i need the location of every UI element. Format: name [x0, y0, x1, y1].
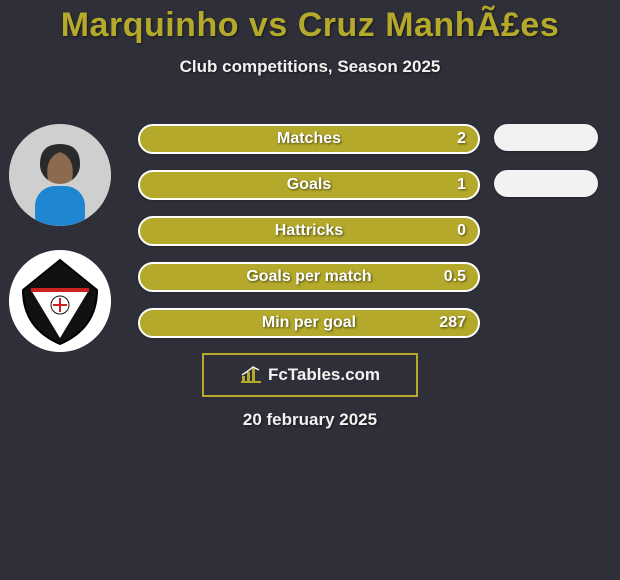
- player-avatar: [9, 124, 111, 226]
- stat-bars-right: [494, 124, 604, 216]
- stat-pill: Hattricks 0: [138, 216, 480, 246]
- stat-bars-left: Matches 2 Goals 1 Hattricks 0 Goals per …: [138, 124, 480, 354]
- page-subtitle: Club competitions, Season 2025: [0, 57, 620, 77]
- stat-row: Matches 2: [138, 124, 480, 154]
- club-badge: [9, 250, 111, 352]
- stat-pill: Min per goal 287: [138, 308, 480, 338]
- brand-box: FcTables.com: [202, 353, 418, 397]
- club-crest-icon: [9, 250, 111, 352]
- stat-pill-right: [494, 170, 598, 197]
- stat-label: Matches: [140, 130, 478, 148]
- stat-value-left: 2: [457, 130, 466, 148]
- avatar-column: [9, 124, 111, 352]
- stat-row: Goals per match 0.5: [138, 262, 480, 292]
- stat-value-left: 0: [457, 222, 466, 240]
- stat-pill-right: [494, 124, 598, 151]
- stat-value-left: 287: [439, 314, 466, 332]
- stat-row: Min per goal 287: [138, 308, 480, 338]
- brand-text: FcTables.com: [268, 365, 380, 385]
- comparison-card: Marquinho vs Cruz ManhÃ£es Club competit…: [0, 0, 620, 580]
- stat-pill: Matches 2: [138, 124, 480, 154]
- bar-chart-icon: [240, 366, 262, 384]
- person-icon: [9, 124, 111, 226]
- stat-row: Hattricks 0: [138, 216, 480, 246]
- stat-label: Hattricks: [140, 222, 478, 240]
- date-text: 20 february 2025: [0, 410, 620, 430]
- stat-pill: Goals 1: [138, 170, 480, 200]
- stat-label: Goals per match: [140, 268, 478, 286]
- stat-pill: Goals per match 0.5: [138, 262, 480, 292]
- page-title: Marquinho vs Cruz ManhÃ£es: [0, 0, 620, 45]
- stat-value-left: 0.5: [444, 268, 466, 286]
- stat-label: Min per goal: [140, 314, 478, 332]
- stat-value-left: 1: [457, 176, 466, 194]
- stat-row: Goals 1: [138, 170, 480, 200]
- stat-label: Goals: [140, 176, 478, 194]
